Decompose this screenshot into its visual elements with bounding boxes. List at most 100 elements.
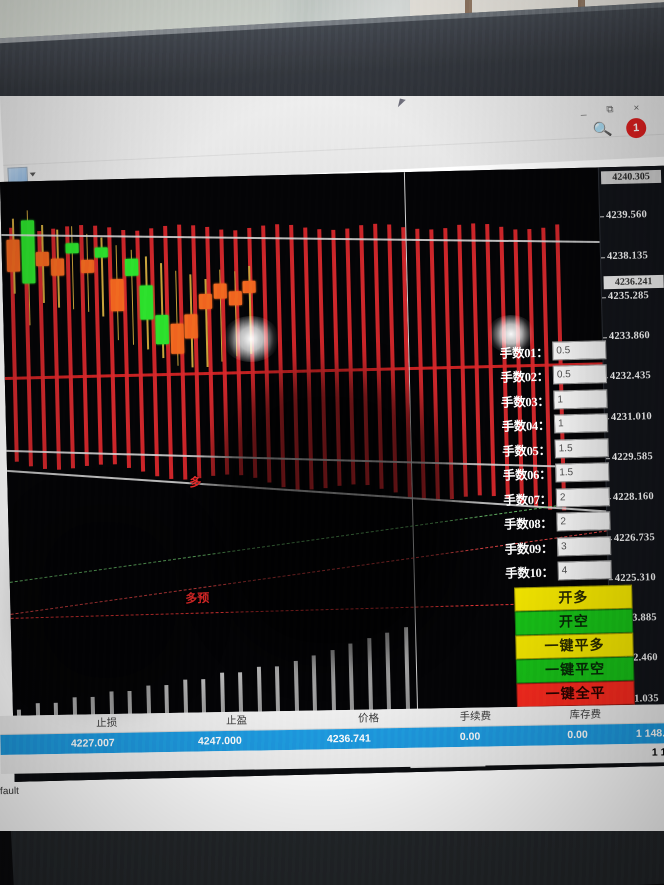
cell: 1 148.05 [635, 727, 664, 740]
price-tick-label: 4238.135 [606, 249, 649, 262]
range-bar [289, 224, 300, 490]
lot-input-08[interactable]: 2 [556, 511, 611, 532]
range-bar [275, 224, 286, 487]
lot-row[interactable]: 手数03： 1 [483, 386, 608, 414]
lot-row[interactable]: 手数06： 1.5 [485, 460, 610, 488]
close-everything-button[interactable]: 一键全平 [516, 680, 635, 708]
lot-label-06: 手数06： [502, 467, 552, 484]
lot-label-04: 手数04： [501, 418, 551, 435]
lot-input-06[interactable]: 1.5 [555, 462, 610, 483]
candlestick-body [124, 259, 138, 277]
price-tick-label: 4239.560 [605, 209, 648, 222]
lot-label-02: 手数02： [500, 369, 550, 386]
lot-label-08: 手数08： [503, 516, 553, 533]
range-bar [415, 229, 426, 500]
lot-row[interactable]: 手数10： 4 [487, 558, 612, 586]
range-bar [471, 223, 482, 495]
column-header[interactable]: 止盈 [226, 714, 248, 728]
lot-input-04[interactable]: 1 [553, 413, 609, 434]
cell: 0.00 [567, 728, 588, 742]
column-header[interactable]: 库存费 [569, 708, 602, 722]
column-header[interactable]: 价格 [357, 712, 380, 725]
total-cell [126, 751, 256, 771]
lot-input-01[interactable]: 0.5 [552, 339, 607, 361]
total-cell [500, 744, 610, 764]
range-bar [457, 225, 468, 497]
price-tick-label: 4229.585 [611, 451, 654, 464]
candlestick-wick [160, 263, 164, 359]
positions-table[interactable]: 止损 止盈 价格 手续费 库存费获利 4227.007 4247.000 4236.741 0… [0, 703, 664, 774]
range-bar [149, 228, 160, 477]
open-long-button[interactable]: 开多 [514, 584, 633, 612]
price-tick-label: 4225.310 [614, 571, 656, 584]
price-axis-top-tag: 4240.305 [600, 169, 662, 185]
range-bar [345, 227, 356, 485]
column-header[interactable]: 手续费 [459, 710, 492, 723]
range-bar [373, 223, 384, 489]
column-header[interactable]: 获利 [609, 704, 664, 724]
lot-row[interactable]: 手数04： 1 [484, 411, 609, 439]
chevron-down-icon[interactable] [29, 172, 36, 177]
lot-row[interactable]: 手数01： 0.5 [482, 337, 607, 365]
candlestick-body [198, 293, 213, 309]
close-all-short-button[interactable]: 一键平空 [515, 656, 635, 684]
candlestick-body [6, 239, 21, 273]
range-bar [65, 226, 76, 468]
candlestick-body [155, 314, 170, 345]
lot-input-09[interactable]: 3 [556, 535, 612, 557]
lot-label-03: 手数03： [500, 394, 550, 410]
lot-input-03[interactable]: 1 [553, 388, 608, 410]
lot-size-panel[interactable]: 手数01： 0.5 手数02： 0.5 手数03： 1 手数04： 1 手数05： 1.5 手数06… [482, 337, 612, 585]
monitor-screen: – ❑ ✕ _ ⧉ × 🔍 1 多多预 [0, 96, 664, 831]
lot-row[interactable]: 手数07： 2 [486, 484, 611, 512]
range-bar [317, 229, 328, 489]
trade-buttons-panel[interactable]: 开多 开空 一键平多 一键平空 一键全平 [514, 584, 635, 708]
lot-input-10[interactable]: 4 [557, 560, 612, 581]
close-all-long-button[interactable]: 一键平多 [515, 632, 634, 660]
price-tick-label: 4228.160 [612, 491, 655, 504]
candlestick-wick [70, 226, 75, 310]
candlestick-body [36, 251, 50, 267]
range-bar [261, 225, 272, 483]
lot-label-10: 手数10： [505, 565, 554, 582]
open-short-button[interactable]: 开空 [514, 608, 634, 636]
candlestick-body [20, 220, 36, 284]
candlestick-body [228, 290, 242, 306]
price-tick-label: 4231.010 [610, 410, 653, 423]
price-tick-label: 4226.735 [613, 531, 655, 544]
column-header[interactable]: 止损 [96, 716, 118, 730]
cell: 4247.000 [197, 734, 242, 748]
annotation-long: 多 [189, 475, 202, 490]
lot-label-07: 手数07： [503, 492, 553, 508]
candlestick-body [65, 243, 79, 254]
candlestick-body [50, 258, 65, 276]
total-cell [256, 748, 388, 768]
lot-input-02[interactable]: 0.5 [552, 364, 608, 385]
lot-label-09: 手数09： [504, 541, 554, 557]
total-cell [388, 746, 500, 766]
candlestick-body [213, 283, 227, 299]
range-bar [387, 224, 398, 493]
lot-label-01: 手数01： [499, 345, 549, 361]
price-chart[interactable]: 多多预 4240.305 4239.560 4238.135 4235.285 4233… [0, 165, 664, 782]
total-cell [1, 753, 126, 773]
candlestick-body [184, 313, 199, 339]
candlestick-body [94, 247, 109, 258]
lot-input-05[interactable]: 1.5 [554, 437, 609, 459]
range-bar [429, 229, 440, 501]
range-bar [303, 227, 314, 490]
lot-row[interactable]: 手数09： 3 [487, 533, 612, 561]
annotation-long-forecast: 多预 [185, 591, 210, 606]
lot-row[interactable]: 手数05： 1.5 [484, 435, 609, 463]
lot-row[interactable]: 手数08： 2 [486, 509, 611, 537]
candlestick-body [139, 285, 154, 320]
candlestick-body [110, 278, 125, 311]
current-price-tag: 4236.241 [603, 274, 664, 290]
total-cell: 1 148.05 [651, 745, 664, 759]
lot-row[interactable]: 手数02： 0.5 [483, 362, 608, 390]
cell: 0.00 [459, 730, 481, 743]
cell: 4236.741 [326, 732, 371, 746]
candlestick-body [242, 280, 256, 294]
lot-input-07[interactable]: 2 [555, 486, 611, 508]
price-tick-label: 4232.435 [609, 370, 652, 383]
